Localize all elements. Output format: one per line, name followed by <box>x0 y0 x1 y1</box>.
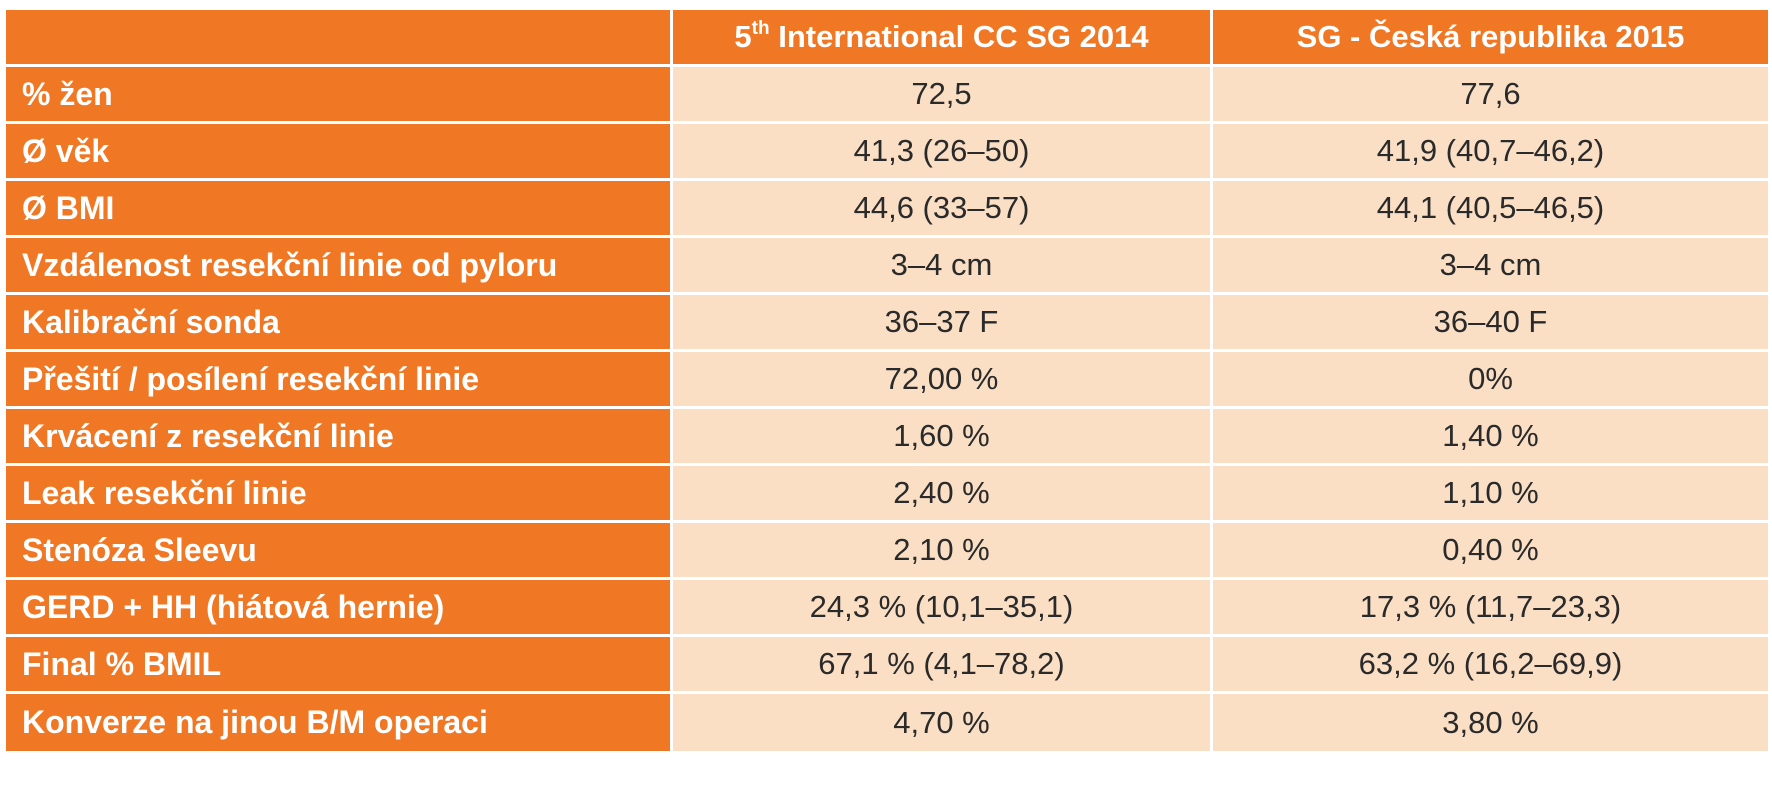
cell-international-2014: 4,70 % <box>673 694 1213 751</box>
row-label: % žen <box>6 67 673 124</box>
cell-ceska-republika-2015: 3–4 cm <box>1213 238 1768 295</box>
column-header-a-rest: International CC SG 2014 <box>769 19 1149 54</box>
table-row: Ø věk 41,3 (26–50) 41,9 (40,7–46,2) <box>6 124 1768 181</box>
cell-ceska-republika-2015: 1,40 % <box>1213 409 1768 466</box>
cell-ceska-republika-2015: 77,6 <box>1213 67 1768 124</box>
cell-international-2014: 72,00 % <box>673 352 1213 409</box>
row-label: GERD + HH (hiátová hernie) <box>6 580 673 637</box>
comparison-table: 5th International CC SG 2014 SG - Česká … <box>6 10 1768 751</box>
cell-ceska-republika-2015: 63,2 % (16,2–69,9) <box>1213 637 1768 694</box>
cell-ceska-republika-2015: 3,80 % <box>1213 694 1768 751</box>
cell-ceska-republika-2015: 0% <box>1213 352 1768 409</box>
table-row: Stenóza Sleevu 2,10 % 0,40 % <box>6 523 1768 580</box>
column-header-international-2014: 5th International CC SG 2014 <box>673 10 1213 67</box>
table-row: % žen 72,5 77,6 <box>6 67 1768 124</box>
table-row: GERD + HH (hiátová hernie) 24,3 % (10,1–3… <box>6 580 1768 637</box>
cell-ceska-republika-2015: 36–40 F <box>1213 295 1768 352</box>
cell-ceska-republika-2015: 17,3 % (11,7–23,3) <box>1213 580 1768 637</box>
header-row: 5th International CC SG 2014 SG - Česká … <box>6 10 1768 67</box>
row-label: Přešití / posílení resekční linie <box>6 352 673 409</box>
table-row: Leak resekční linie 2,40 % 1,10 % <box>6 466 1768 523</box>
row-label: Final % BMIL <box>6 637 673 694</box>
row-label: Stenóza Sleevu <box>6 523 673 580</box>
cell-ceska-republika-2015: 41,9 (40,7–46,2) <box>1213 124 1768 181</box>
row-label: Ø BMI <box>6 181 673 238</box>
cell-international-2014: 3–4 cm <box>673 238 1213 295</box>
cell-international-2014: 36–37 F <box>673 295 1213 352</box>
cell-international-2014: 24,3 % (10,1–35,1) <box>673 580 1213 637</box>
table-body: % žen 72,5 77,6 Ø věk 41,3 (26–50) 41,9 (40,7… <box>6 67 1768 751</box>
table-row: Konverze na jinou B/M operaci 4,70 % 3,80 … <box>6 694 1768 751</box>
row-label: Ø věk <box>6 124 673 181</box>
cell-ceska-republika-2015: 1,10 % <box>1213 466 1768 523</box>
cell-international-2014: 41,3 (26–50) <box>673 124 1213 181</box>
row-label: Leak resekční linie <box>6 466 673 523</box>
table-row: Final % BMIL 67,1 % (4,1–78,2) 63,2 % (16,… <box>6 637 1768 694</box>
column-header-ceska-republika-2015: SG - Česká republika 2015 <box>1213 10 1768 67</box>
table-row: Kalibrační sonda 36–37 F 36–40 F <box>6 295 1768 352</box>
table-header: 5th International CC SG 2014 SG - Česká … <box>6 10 1768 67</box>
table-row: Přešití / posílení resekční linie 72,00 %… <box>6 352 1768 409</box>
cell-international-2014: 2,10 % <box>673 523 1213 580</box>
row-label: Krvácení z resekční linie <box>6 409 673 466</box>
table-row: Krvácení z resekční linie 1,60 % 1,40 % <box>6 409 1768 466</box>
header-corner-cell <box>6 10 673 67</box>
cell-ceska-republika-2015: 44,1 (40,5–46,5) <box>1213 181 1768 238</box>
table-row: Ø BMI 44,6 (33–57) 44,1 (40,5–46,5) <box>6 181 1768 238</box>
cell-international-2014: 44,6 (33–57) <box>673 181 1213 238</box>
cell-ceska-republika-2015: 0,40 % <box>1213 523 1768 580</box>
column-header-a-superscript: th <box>751 17 770 39</box>
cell-international-2014: 67,1 % (4,1–78,2) <box>673 637 1213 694</box>
row-label: Vzdálenost resekční linie od pyloru <box>6 238 673 295</box>
cell-international-2014: 2,40 % <box>673 466 1213 523</box>
column-header-a-base: 5 <box>734 19 752 54</box>
row-label: Konverze na jinou B/M operaci <box>6 694 673 751</box>
table-row: Vzdálenost resekční linie od pyloru 3–4 c… <box>6 238 1768 295</box>
row-label: Kalibrační sonda <box>6 295 673 352</box>
cell-international-2014: 72,5 <box>673 67 1213 124</box>
cell-international-2014: 1,60 % <box>673 409 1213 466</box>
